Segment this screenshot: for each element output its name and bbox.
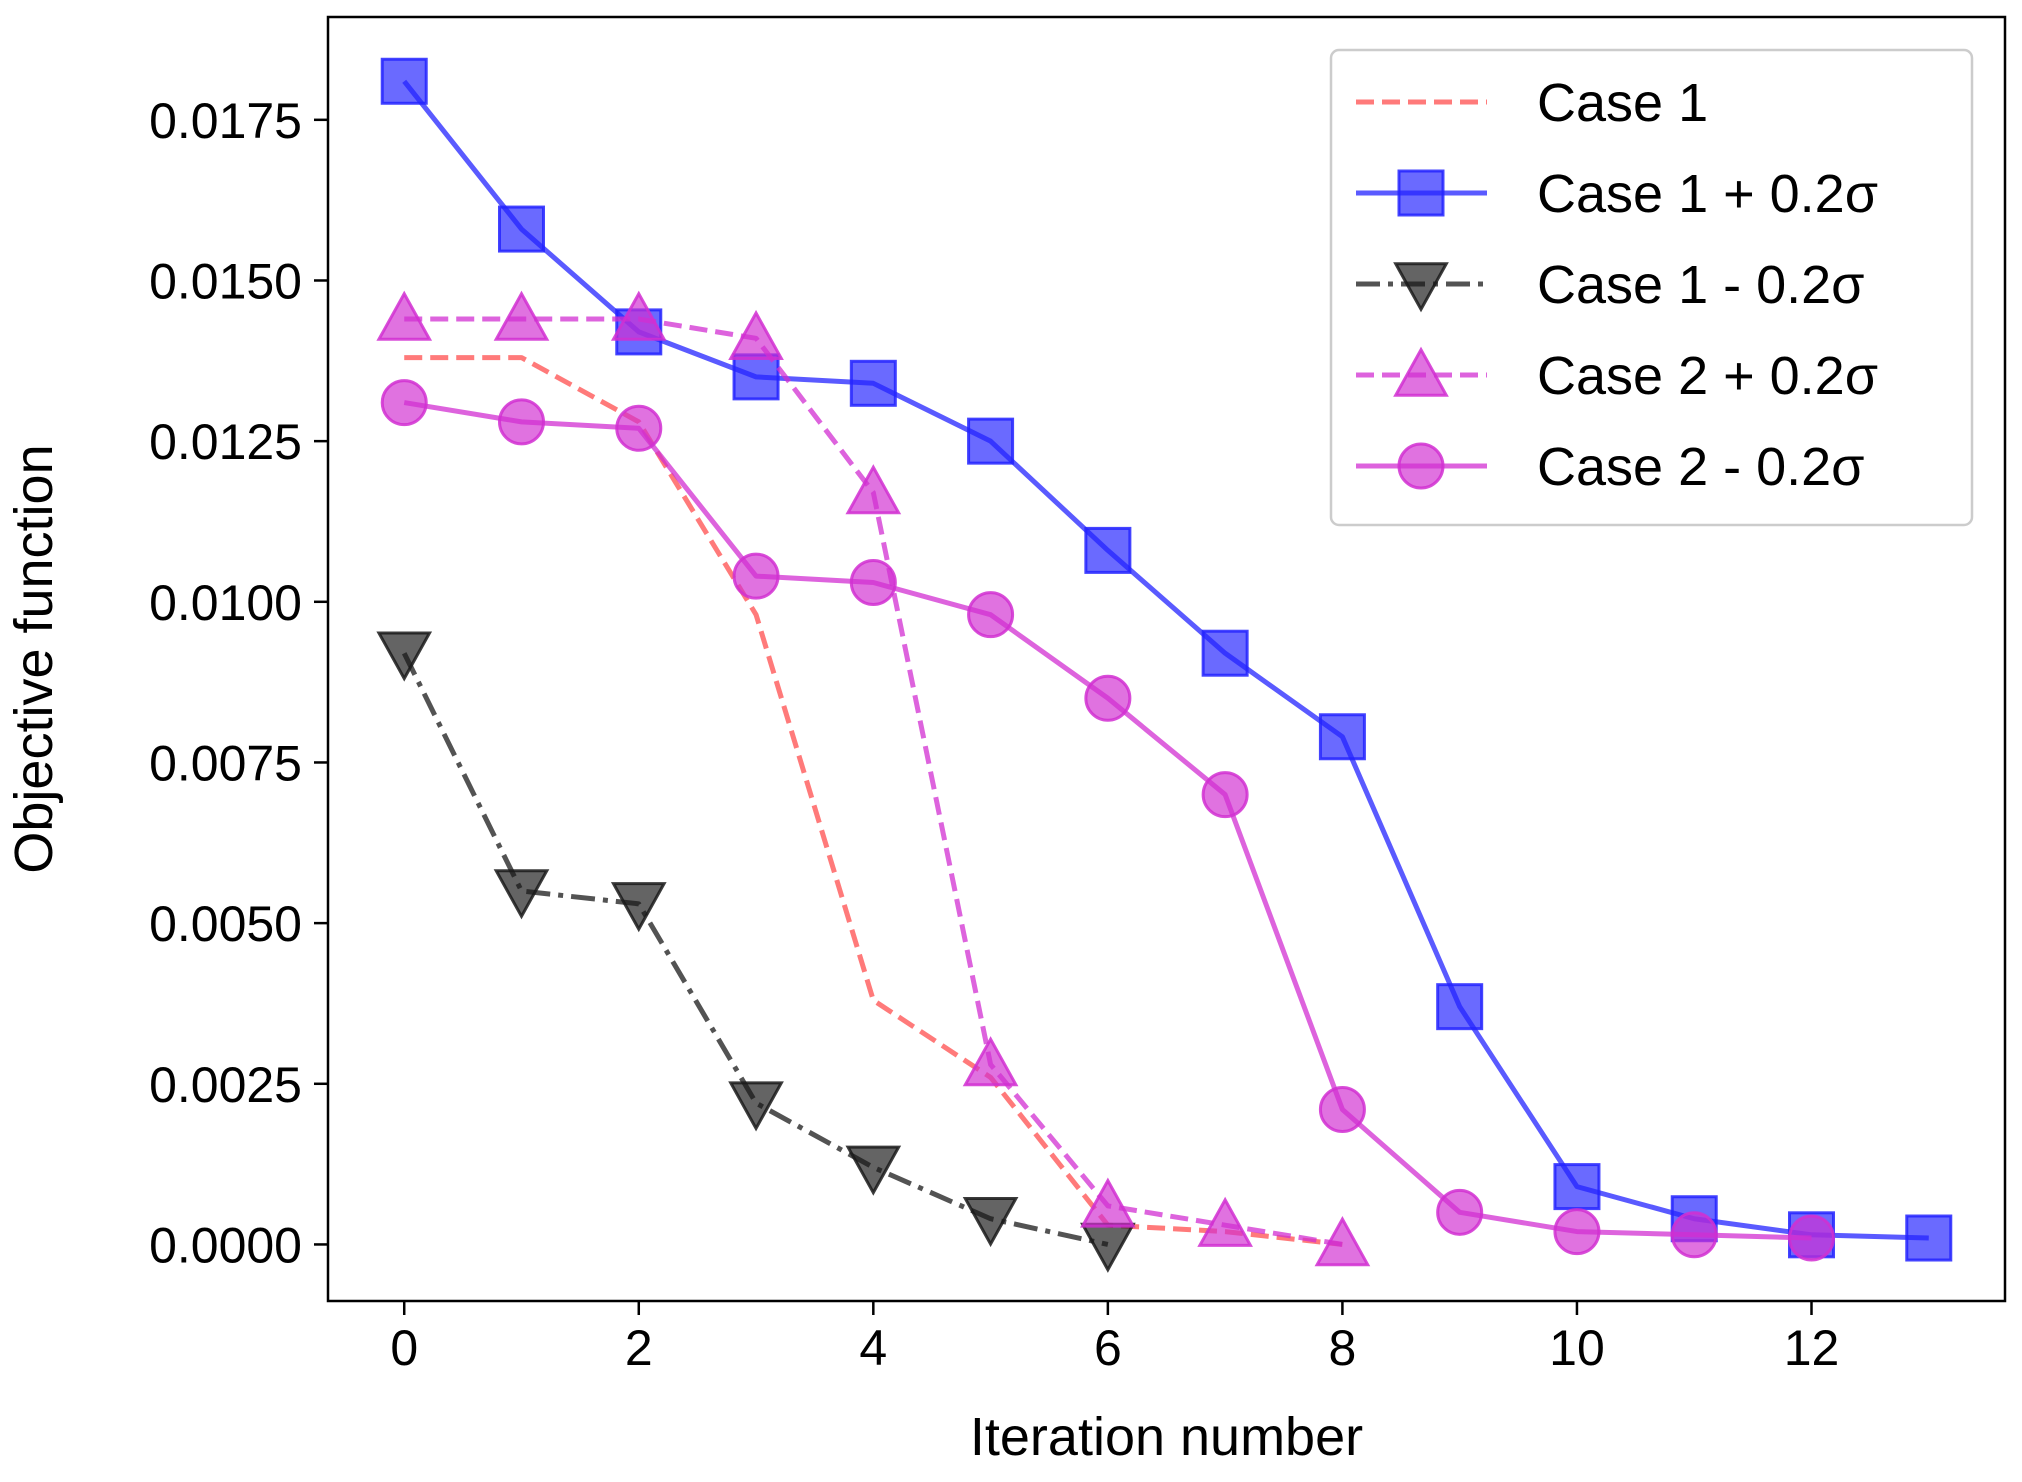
data-point — [1318, 713, 1366, 761]
x-tick-label: 8 — [1329, 1320, 1357, 1376]
legend-label: Case 1 + 0.2σ — [1537, 164, 1878, 224]
data-point — [493, 869, 550, 920]
data-point — [728, 1081, 784, 1132]
y-tick-label: 0.0125 — [149, 414, 302, 470]
series-4 — [380, 379, 1835, 1262]
y-tick-label: 0.0000 — [149, 1217, 302, 1273]
data-point — [1905, 1214, 1953, 1262]
data-point — [1788, 1214, 1835, 1262]
legend-label: Case 1 - 0.2σ — [1537, 255, 1864, 315]
data-point — [376, 631, 433, 682]
legend-marker — [1393, 262, 1449, 313]
data-point — [962, 1036, 1019, 1087]
data-point — [1197, 1196, 1253, 1247]
legend-label: Case 1 — [1537, 73, 1708, 133]
y-tick-label: 0.0100 — [149, 575, 302, 631]
data-point — [380, 379, 428, 427]
data-point — [1553, 1208, 1601, 1256]
data-point — [493, 290, 550, 341]
data-point — [615, 404, 663, 452]
series-line — [404, 316, 1343, 1247]
data-point — [1670, 1211, 1718, 1259]
x-tick-label: 2 — [625, 1320, 653, 1376]
data-point — [1084, 674, 1132, 722]
data-point — [845, 1145, 902, 1196]
data-point — [380, 57, 428, 105]
series-line — [401, 652, 1109, 1247]
data-point — [845, 464, 902, 515]
x-tick-label: 4 — [859, 1320, 887, 1376]
series-3 — [376, 290, 1371, 1267]
legend: Case 1 Case 1 + 0.2σ Case 1 - 0.2σ Case 2 +… — [1329, 48, 1974, 527]
x-tick-label: 10 — [1549, 1320, 1605, 1376]
data-point — [376, 290, 433, 341]
data-point — [728, 309, 784, 361]
y-axis-title: Objective function — [4, 444, 64, 873]
data-point — [1201, 771, 1249, 819]
legend-item-1: Case 1 + 0.2σ — [1356, 164, 1878, 224]
legend-item-2: Case 1 - 0.2σ — [1356, 255, 1864, 315]
y-tick-label: 0.0175 — [149, 93, 302, 149]
data-point — [967, 417, 1015, 465]
data-point — [732, 552, 780, 600]
data-point — [967, 591, 1015, 639]
legend-marker — [1397, 169, 1445, 217]
series-0 — [404, 355, 1343, 1247]
legend-marker — [1397, 442, 1445, 490]
y-tick-label: 0.0150 — [149, 253, 302, 309]
x-tick-label: 0 — [390, 1320, 418, 1376]
data-point — [498, 398, 545, 446]
data-point — [498, 205, 545, 253]
data-point — [1553, 1163, 1601, 1211]
series-2 — [376, 631, 1136, 1273]
plot-frame — [326, 15, 2007, 1303]
data-point — [1318, 1085, 1366, 1133]
data-point — [962, 1197, 1019, 1248]
data-point — [610, 290, 667, 341]
data-point — [1436, 983, 1484, 1031]
y-tick-label: 0.0050 — [149, 896, 302, 952]
legend-item-4: Case 2 - 0.2σ — [1356, 437, 1864, 497]
data-point — [1080, 1177, 1136, 1228]
data-point — [849, 559, 897, 607]
legend-marker — [1393, 346, 1449, 397]
data-point — [1080, 1222, 1136, 1273]
legend-item-3: Case 2 + 0.2σ — [1356, 346, 1878, 406]
y-tick-label: 0.0025 — [149, 1057, 302, 1113]
legend-label: Case 2 + 0.2σ — [1537, 346, 1878, 406]
series-line — [404, 355, 1343, 1247]
x-axis-title: Iteration number — [970, 1407, 1363, 1467]
data-point — [1436, 1188, 1484, 1236]
data-point — [610, 882, 667, 933]
data-point — [1084, 526, 1132, 574]
legend-item-0: Case 1 — [1356, 73, 1708, 133]
legend-label: Case 2 - 0.2σ — [1537, 437, 1864, 497]
data-point — [1201, 629, 1249, 677]
x-tick-label: 12 — [1784, 1320, 1840, 1376]
data-point — [1314, 1216, 1371, 1267]
data-point — [849, 359, 897, 407]
legend-box — [1329, 48, 1974, 527]
x-tick-label: 6 — [1094, 1320, 1122, 1376]
y-tick-label: 0.0075 — [149, 735, 302, 791]
